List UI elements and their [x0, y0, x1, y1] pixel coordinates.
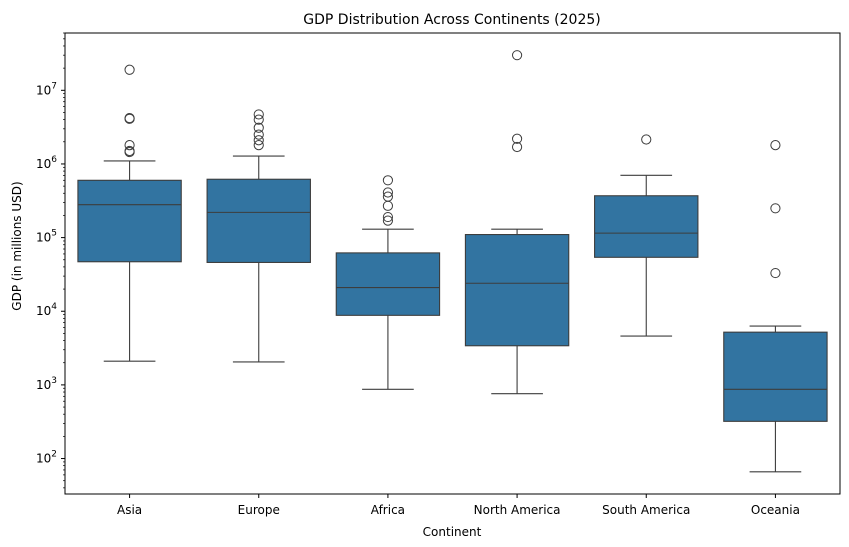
- outlier-point: [253, 140, 264, 151]
- outlier-point: [253, 109, 264, 120]
- outlier-point: [382, 175, 394, 186]
- x-tick-label: North America: [474, 503, 561, 517]
- box-group-north-america: [464, 50, 570, 395]
- outlier-point: [511, 141, 523, 153]
- x-axis-label: Continent: [423, 525, 482, 539]
- box-group-europe: [206, 109, 311, 363]
- outlier-point: [641, 134, 652, 145]
- x-tick-label: Asia: [117, 503, 142, 517]
- x-tick-label: Africa: [371, 503, 405, 517]
- box-iqr: [77, 179, 182, 263]
- outlier-point: [124, 64, 135, 75]
- outlier-point: [253, 114, 264, 125]
- outlier-point: [382, 187, 394, 198]
- box-iqr: [464, 234, 570, 347]
- box-iqr: [206, 178, 311, 263]
- y-tick-label: 104: [36, 302, 57, 318]
- outlier-point: [124, 113, 135, 124]
- plot-area: [77, 50, 828, 473]
- box-group-south-america: [594, 134, 699, 337]
- x-tick-label: South America: [602, 503, 690, 517]
- y-tick-label: 106: [36, 155, 57, 171]
- outlier-point: [124, 146, 135, 158]
- plot-frame: [64, 32, 841, 495]
- y-tick-label: 103: [36, 376, 57, 392]
- box-iqr: [723, 331, 828, 422]
- y-tick-label: 105: [36, 229, 57, 245]
- box-group-africa: [335, 175, 441, 390]
- outlier-point: [253, 135, 264, 146]
- outlier-point: [770, 267, 781, 279]
- outlier-point: [770, 203, 781, 214]
- box-group-oceania: [723, 140, 828, 473]
- outlier-point: [382, 200, 394, 211]
- x-axis: Asia Europe Africa North America South Ameri…: [117, 494, 800, 517]
- x-tick-label: Europe: [238, 503, 280, 517]
- y-tick-label: 107: [36, 81, 57, 97]
- box-group-asia: [77, 64, 182, 362]
- outlier-point: [770, 140, 781, 151]
- box-iqr: [594, 195, 699, 258]
- x-tick-label: Oceania: [751, 503, 800, 517]
- outlier-point: [253, 129, 264, 140]
- outlier-point: [511, 50, 523, 61]
- outlier-point: [124, 112, 135, 124]
- y-tick-label: 102: [36, 450, 57, 466]
- outlier-point: [382, 215, 394, 226]
- chart-title: GDP Distribution Across Continents (2025…: [303, 12, 600, 28]
- outlier-point: [253, 122, 264, 133]
- box-iqr: [335, 252, 441, 316]
- outlier-point: [124, 140, 135, 151]
- y-axis-label: GDP (in millions USD): [10, 181, 24, 310]
- outlier-point: [511, 133, 523, 144]
- outlier-point: [382, 211, 394, 223]
- y-axis: 102 103 104 105 106 107: [36, 32, 65, 489]
